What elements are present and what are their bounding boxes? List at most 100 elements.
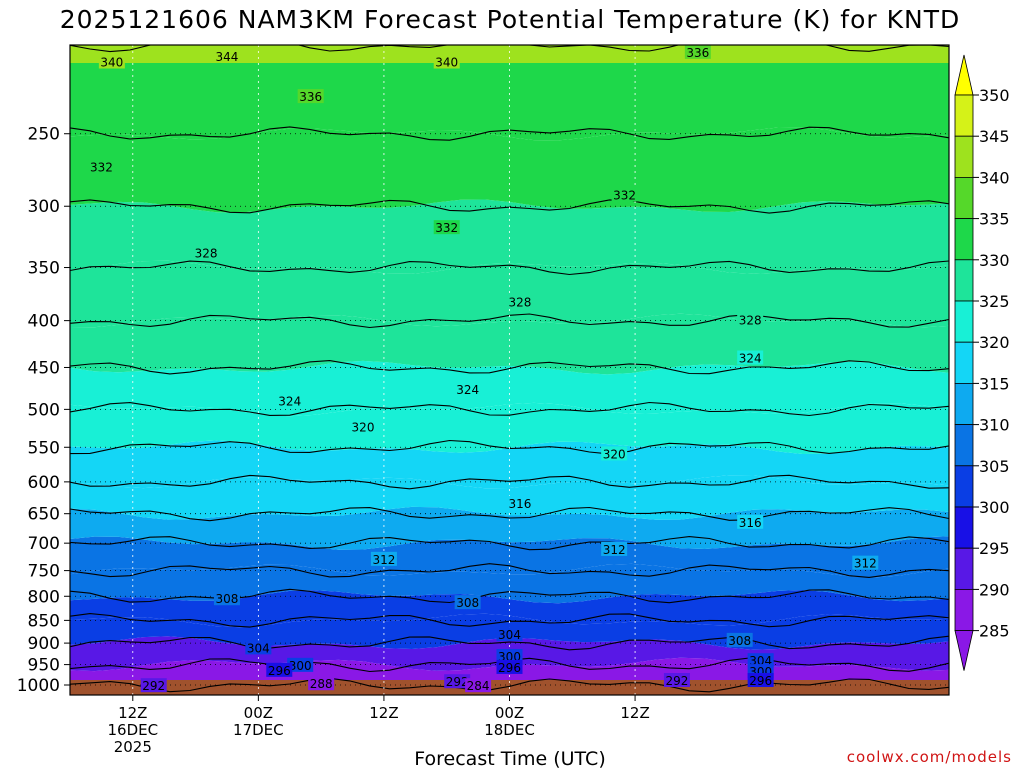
contour-label: 320	[352, 420, 375, 434]
contour-line	[70, 635, 949, 651]
x-tick-label: 18DEC	[484, 721, 535, 739]
y-tick-label: 950	[28, 656, 60, 676]
contour-label-bg	[98, 54, 125, 69]
contour-label: 308	[456, 596, 479, 610]
colorbar-label: 345	[979, 127, 1010, 146]
contour-label-bg	[433, 54, 460, 69]
y-tick-label: 900	[28, 634, 60, 654]
contour-label-bg	[737, 514, 764, 529]
y-tick-label: 500	[28, 400, 60, 420]
contour-label: 320	[603, 447, 626, 461]
colorbar-label: 325	[979, 292, 1010, 311]
theta-band	[70, 590, 949, 628]
contour-label: 340	[435, 56, 458, 70]
contour-label-bg	[88, 159, 115, 174]
colorbar-label: 350	[979, 86, 1010, 105]
y-tick-label: 350	[28, 259, 60, 279]
colorbar: 350 345 340 335 330 325 320 315 310 305 300 295 290 2…	[954, 54, 1010, 671]
colorbar-segment	[954, 176, 974, 219]
contour-label: 312	[372, 553, 395, 567]
contour-line	[70, 260, 949, 276]
contour-label: 308	[216, 592, 239, 606]
y-tick-label: 850	[28, 611, 60, 631]
y-tick-label: 800	[28, 587, 60, 607]
contour-label-bg	[663, 673, 690, 688]
contour-label: 332	[613, 188, 636, 202]
contour-label: 328	[195, 247, 218, 261]
colorbar-label: 310	[979, 416, 1010, 435]
contour-label-bg	[601, 446, 628, 461]
theta-band	[70, 199, 949, 274]
contour-label-bg	[454, 381, 481, 396]
contour-label: 336	[299, 90, 322, 104]
colorbar-segment	[954, 94, 974, 137]
contour-label: 324	[739, 352, 762, 366]
theta-band	[70, 506, 949, 550]
y-tick-label: 1000	[17, 676, 60, 696]
contour-line	[70, 474, 949, 490]
contour-label: 336	[686, 46, 709, 60]
y-tick-label: 300	[28, 197, 60, 217]
contour-labels: 344 340 340 336 336 332 332 332 328 328 328 324 324 3…	[88, 44, 879, 693]
colorbar-label: 320	[979, 333, 1010, 352]
contour-label: 328	[739, 314, 762, 328]
colorbar-segment	[954, 135, 974, 178]
x-tick-label: 12Z	[369, 704, 398, 722]
contour-label: 332	[90, 160, 113, 174]
colorbar-label: 290	[979, 580, 1010, 599]
contour-label-bg	[737, 312, 764, 327]
x-tick-label: 12Z	[118, 704, 147, 722]
contour-label-bg	[496, 659, 523, 674]
colorbar-segment	[954, 218, 974, 261]
colorbar-label: 335	[979, 210, 1010, 229]
x-tick-label: 17DEC	[233, 721, 284, 739]
contour-line	[70, 401, 949, 417]
contour-line	[70, 360, 949, 375]
colorbar-segment	[954, 341, 974, 384]
contour-label-bg	[454, 595, 481, 610]
colorbar-label: 295	[979, 539, 1010, 558]
contour-label: 324	[456, 383, 479, 397]
colorbar-label: 330	[979, 251, 1010, 270]
contour-label-bg	[276, 393, 303, 408]
contour-label: 332	[435, 221, 458, 235]
contour-label-bg	[308, 676, 335, 691]
contour-label-bg	[601, 541, 628, 556]
x-tick-label: 16DEC	[107, 721, 158, 739]
contour-label-bg	[433, 220, 460, 235]
contour-label-bg	[726, 632, 753, 647]
y-tick-label: 750	[28, 562, 60, 582]
contour-label: 344	[216, 50, 239, 64]
x-tick-label: 2025	[114, 738, 152, 756]
contour-line	[70, 506, 949, 522]
contour-label: 308	[728, 634, 751, 648]
contour-label-bg	[506, 495, 533, 510]
contour-label: 316	[509, 497, 532, 511]
contour-label-bg	[611, 187, 638, 202]
contour-label-bg	[350, 419, 376, 434]
contour-label: 304	[498, 628, 521, 642]
contour-line	[70, 563, 949, 578]
contour-label-bg	[245, 640, 272, 655]
contour-label-bg	[370, 551, 397, 566]
colorbar-segment	[954, 300, 974, 343]
contour-label: 292	[446, 675, 469, 689]
colorbar-label: 305	[979, 457, 1010, 476]
contour-label-bg	[213, 591, 240, 606]
contour-label: 296	[268, 664, 291, 678]
colorbar-segment	[954, 259, 974, 302]
colorbar-segment	[954, 382, 974, 425]
contour-label-bg	[213, 48, 240, 63]
contour-line	[70, 536, 949, 551]
contour-label-bg	[737, 350, 764, 365]
y-tick-label: 400	[28, 312, 60, 332]
grid-lines	[70, 45, 949, 695]
plot-area: 344 340 340 336 336 332 332 332 328 328 328 324 324 3…	[69, 44, 950, 696]
colorbar-label: 300	[979, 498, 1010, 517]
chart-title: 2025121606 NAM3KM Forecast Potential Tem…	[60, 5, 961, 34]
contour-label: 324	[278, 394, 301, 408]
credit-text: coolwx.com/models	[847, 748, 1012, 766]
contour-label-bg	[496, 648, 523, 663]
